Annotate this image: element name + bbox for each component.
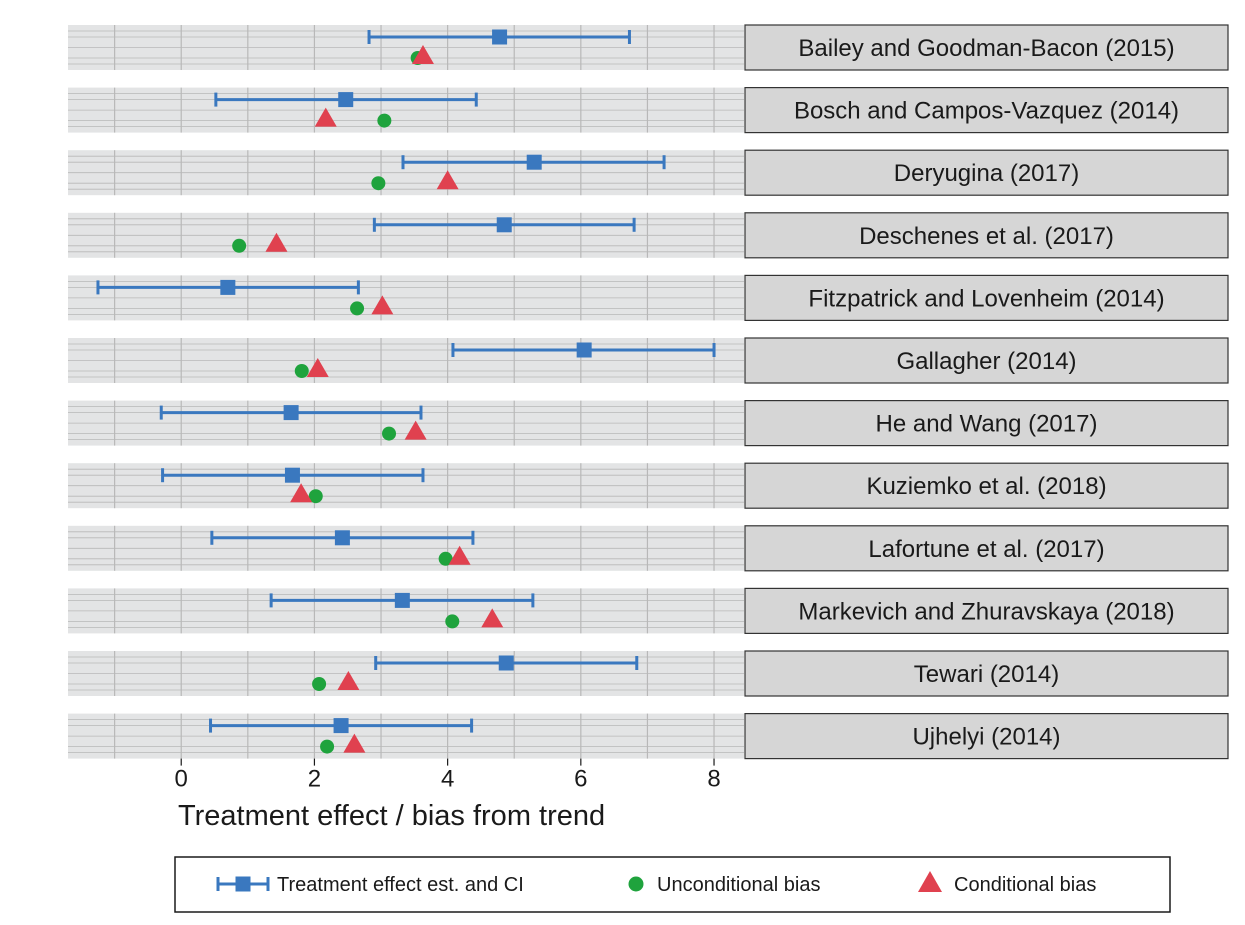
strip-background [744,587,1229,635]
legend-unconditional-marker [628,876,644,892]
conditional-bias-marker [448,545,471,565]
study-label: Deryugina (2017) [894,160,1079,187]
legend-unconditional-label: Unconditional bias [657,874,820,896]
conditional-bias-marker [404,420,427,440]
conditional-bias-marker [411,45,434,64]
unconditional-bias-marker [382,426,397,441]
unconditional-bias-marker [232,238,247,253]
unconditional-bias-marker [350,301,365,316]
x-tick-label: 6 [574,766,587,793]
study-label: He and Wang (2017) [876,411,1098,438]
strip-background [744,462,1229,509]
study-panel: He and Wang (2017) [68,400,1229,447]
study-label: Fitzpatrick and Lovenheim (2014) [808,285,1164,312]
study-label: Ujhelyi (2014) [912,724,1060,751]
estimate-marker [526,154,542,170]
estimate-marker [338,92,354,108]
legend-conditional-marker [918,871,942,892]
strip-background [744,86,1229,134]
strip-background [744,400,1229,447]
study-panel: Bailey and Goodman-Bacon (2015) [68,24,1229,71]
study-panel: Markevich and Zhuravskaya (2018) [68,587,1229,635]
conditional-bias-marker [343,733,366,753]
estimate-marker [333,718,349,734]
unconditional-bias-marker [445,614,460,629]
legend: Treatment effect est. and CI Unconditiona… [174,856,1171,913]
conditional-bias-marker [314,107,337,127]
estimate-marker [283,405,299,421]
strip-background [744,149,1229,196]
strip-background [744,712,1229,760]
unconditional-bias-marker [371,176,386,191]
x-tick-label: 2 [308,766,321,793]
study-panel: Kuziemko et al. (2018) [68,462,1229,509]
study-panel: Deschenes et al. (2017) [68,212,1229,259]
study-panel: Bosch and Campos-Vazquez (2014) [68,86,1229,134]
conditional-bias-marker [371,295,394,315]
strip-background [744,525,1229,572]
legend-estimate-marker [235,876,251,892]
study-panel: Tewari (2014) [68,650,1229,697]
study-label: Bosch and Campos-Vazquez (2014) [794,98,1179,125]
legend-box [174,856,1171,913]
conditional-bias-marker [337,671,360,690]
study-panel: Gallagher (2014) [68,337,1229,384]
estimate-marker [492,29,508,45]
unconditional-bias-marker [438,551,453,566]
unconditional-bias-marker [312,677,327,691]
estimate-marker [284,467,300,483]
study-label: Lafortune et al. (2017) [868,536,1104,563]
x-tick-label: 4 [441,766,454,793]
strip-background [744,337,1229,384]
study-label: Gallagher (2014) [896,348,1076,375]
study-label: Markevich and Zhuravskaya (2018) [798,598,1174,625]
estimate-marker [576,342,592,358]
x-axis-title: Treatment effect / bias from trend [178,800,605,832]
conditional-bias-marker [265,232,288,252]
estimate-marker [334,530,350,546]
x-tick-label: 0 [175,766,188,793]
strip-background [744,24,1229,71]
study-panel: Ujhelyi (2014) [68,712,1229,760]
estimate-marker [220,279,236,295]
estimate-marker [394,592,410,608]
study-panels: Bailey and Goodman-Bacon (2015) Bosch and… [68,24,1229,760]
legend-estimate-label: Treatment effect est. and CI [277,874,524,896]
conditional-bias-marker [306,358,329,377]
conditional-bias-marker [290,483,313,503]
x-tick-label: 8 [707,766,720,793]
study-label: Kuziemko et al. (2018) [866,473,1106,500]
x-axis: 0 2 4 6 8 [175,758,721,793]
unconditional-bias-marker [294,364,309,378]
study-panel: Lafortune et al. (2017) [68,525,1229,572]
estimate-marker [496,217,512,233]
conditional-bias-marker [481,608,504,628]
study-label: Deschenes et al. (2017) [859,223,1114,250]
legend-conditional-label: Conditional bias [954,874,1096,896]
conditional-bias-marker [436,170,459,190]
strip-background [744,274,1229,321]
study-panel: Fitzpatrick and Lovenheim (2014) [68,274,1229,321]
unconditional-bias-marker [377,113,392,128]
unconditional-bias-marker [308,489,323,504]
estimate-marker [498,655,514,671]
study-panel: Deryugina (2017) [68,149,1229,196]
study-label: Bailey and Goodman-Bacon (2015) [798,35,1174,62]
study-label: Tewari (2014) [914,661,1059,688]
strip-background [744,650,1229,697]
unconditional-bias-marker [320,739,335,754]
strip-background [744,212,1229,259]
